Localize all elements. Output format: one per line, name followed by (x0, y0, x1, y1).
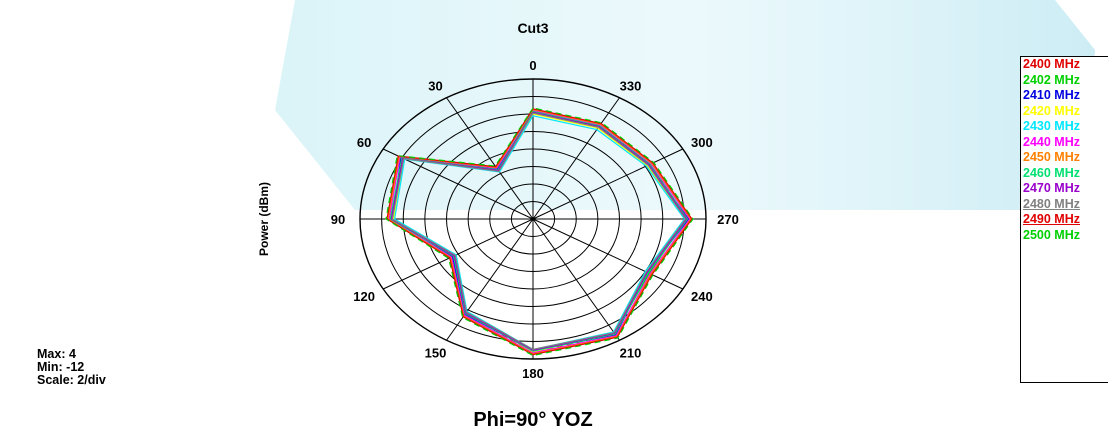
angle-tick-label: 0 (529, 58, 536, 73)
angle-tick-label: 120 (353, 289, 375, 304)
series-line (392, 113, 687, 353)
angle-tick-label: 270 (717, 212, 739, 227)
angle-tick-label: 300 (691, 135, 713, 150)
angle-tick-label: 90 (331, 212, 345, 227)
x-axis-label: Phi=90° YOZ (473, 409, 592, 431)
series-line (388, 109, 691, 354)
scale-label: Scale: 2/div (37, 373, 106, 387)
series-line (390, 110, 689, 353)
angle-tick-label: 30 (428, 79, 442, 94)
grid-spoke (382, 148, 534, 220)
series-line (389, 111, 688, 352)
legend-item: 2470 MHz (1023, 181, 1080, 195)
series-line (386, 108, 693, 356)
angle-tick-label: 180 (522, 366, 544, 381)
legend-item: 2400 MHz (1023, 57, 1080, 71)
grid-spoke (532, 148, 684, 220)
series-line (389, 110, 689, 352)
grid-spoke (532, 218, 620, 341)
legend-item: 2402 MHz (1023, 72, 1080, 87)
grid-spoke (532, 97, 620, 220)
legend-item: 2490 MHz (1023, 212, 1080, 226)
legend-item: 2460 MHz (1023, 165, 1080, 180)
series-line (390, 111, 688, 351)
legend: 2400 MHz 2402 MHz 2410 MHz 2420 MHz 2430 MHz… (1020, 56, 1108, 383)
angle-tick-label: 60 (357, 135, 371, 150)
legend-item: 2420 MHz (1023, 103, 1080, 118)
y-axis-label: Power (dBm) (257, 182, 271, 256)
min-label: Min: -12 (37, 360, 85, 374)
grid-spoke (446, 97, 534, 220)
angle-tick-label: 150 (425, 345, 447, 360)
legend-item: 2450 MHz (1023, 150, 1080, 164)
series-line (387, 108, 692, 355)
grid-spoke (532, 218, 684, 290)
grid-spoke (382, 218, 534, 290)
max-label: Max: 4 (37, 347, 76, 361)
legend-item: 2430 MHz (1023, 119, 1080, 133)
series-line (391, 112, 687, 351)
chart-title: Cut3 (517, 20, 548, 36)
series-line (385, 107, 694, 357)
angle-tick-label: 330 (620, 79, 642, 94)
chart-stats: Max: 4 Min: -12 Scale: 2/div (37, 348, 106, 387)
legend-item: 2500 MHz (1023, 227, 1080, 242)
grid-spoke (446, 218, 534, 341)
legend-item: 2410 MHz (1023, 88, 1080, 102)
angle-tick-label: 210 (620, 345, 642, 360)
legend-item: 2440 MHz (1023, 134, 1080, 149)
angle-tick-label: 240 (691, 289, 713, 304)
legend-item: 2480 MHz (1023, 196, 1080, 211)
